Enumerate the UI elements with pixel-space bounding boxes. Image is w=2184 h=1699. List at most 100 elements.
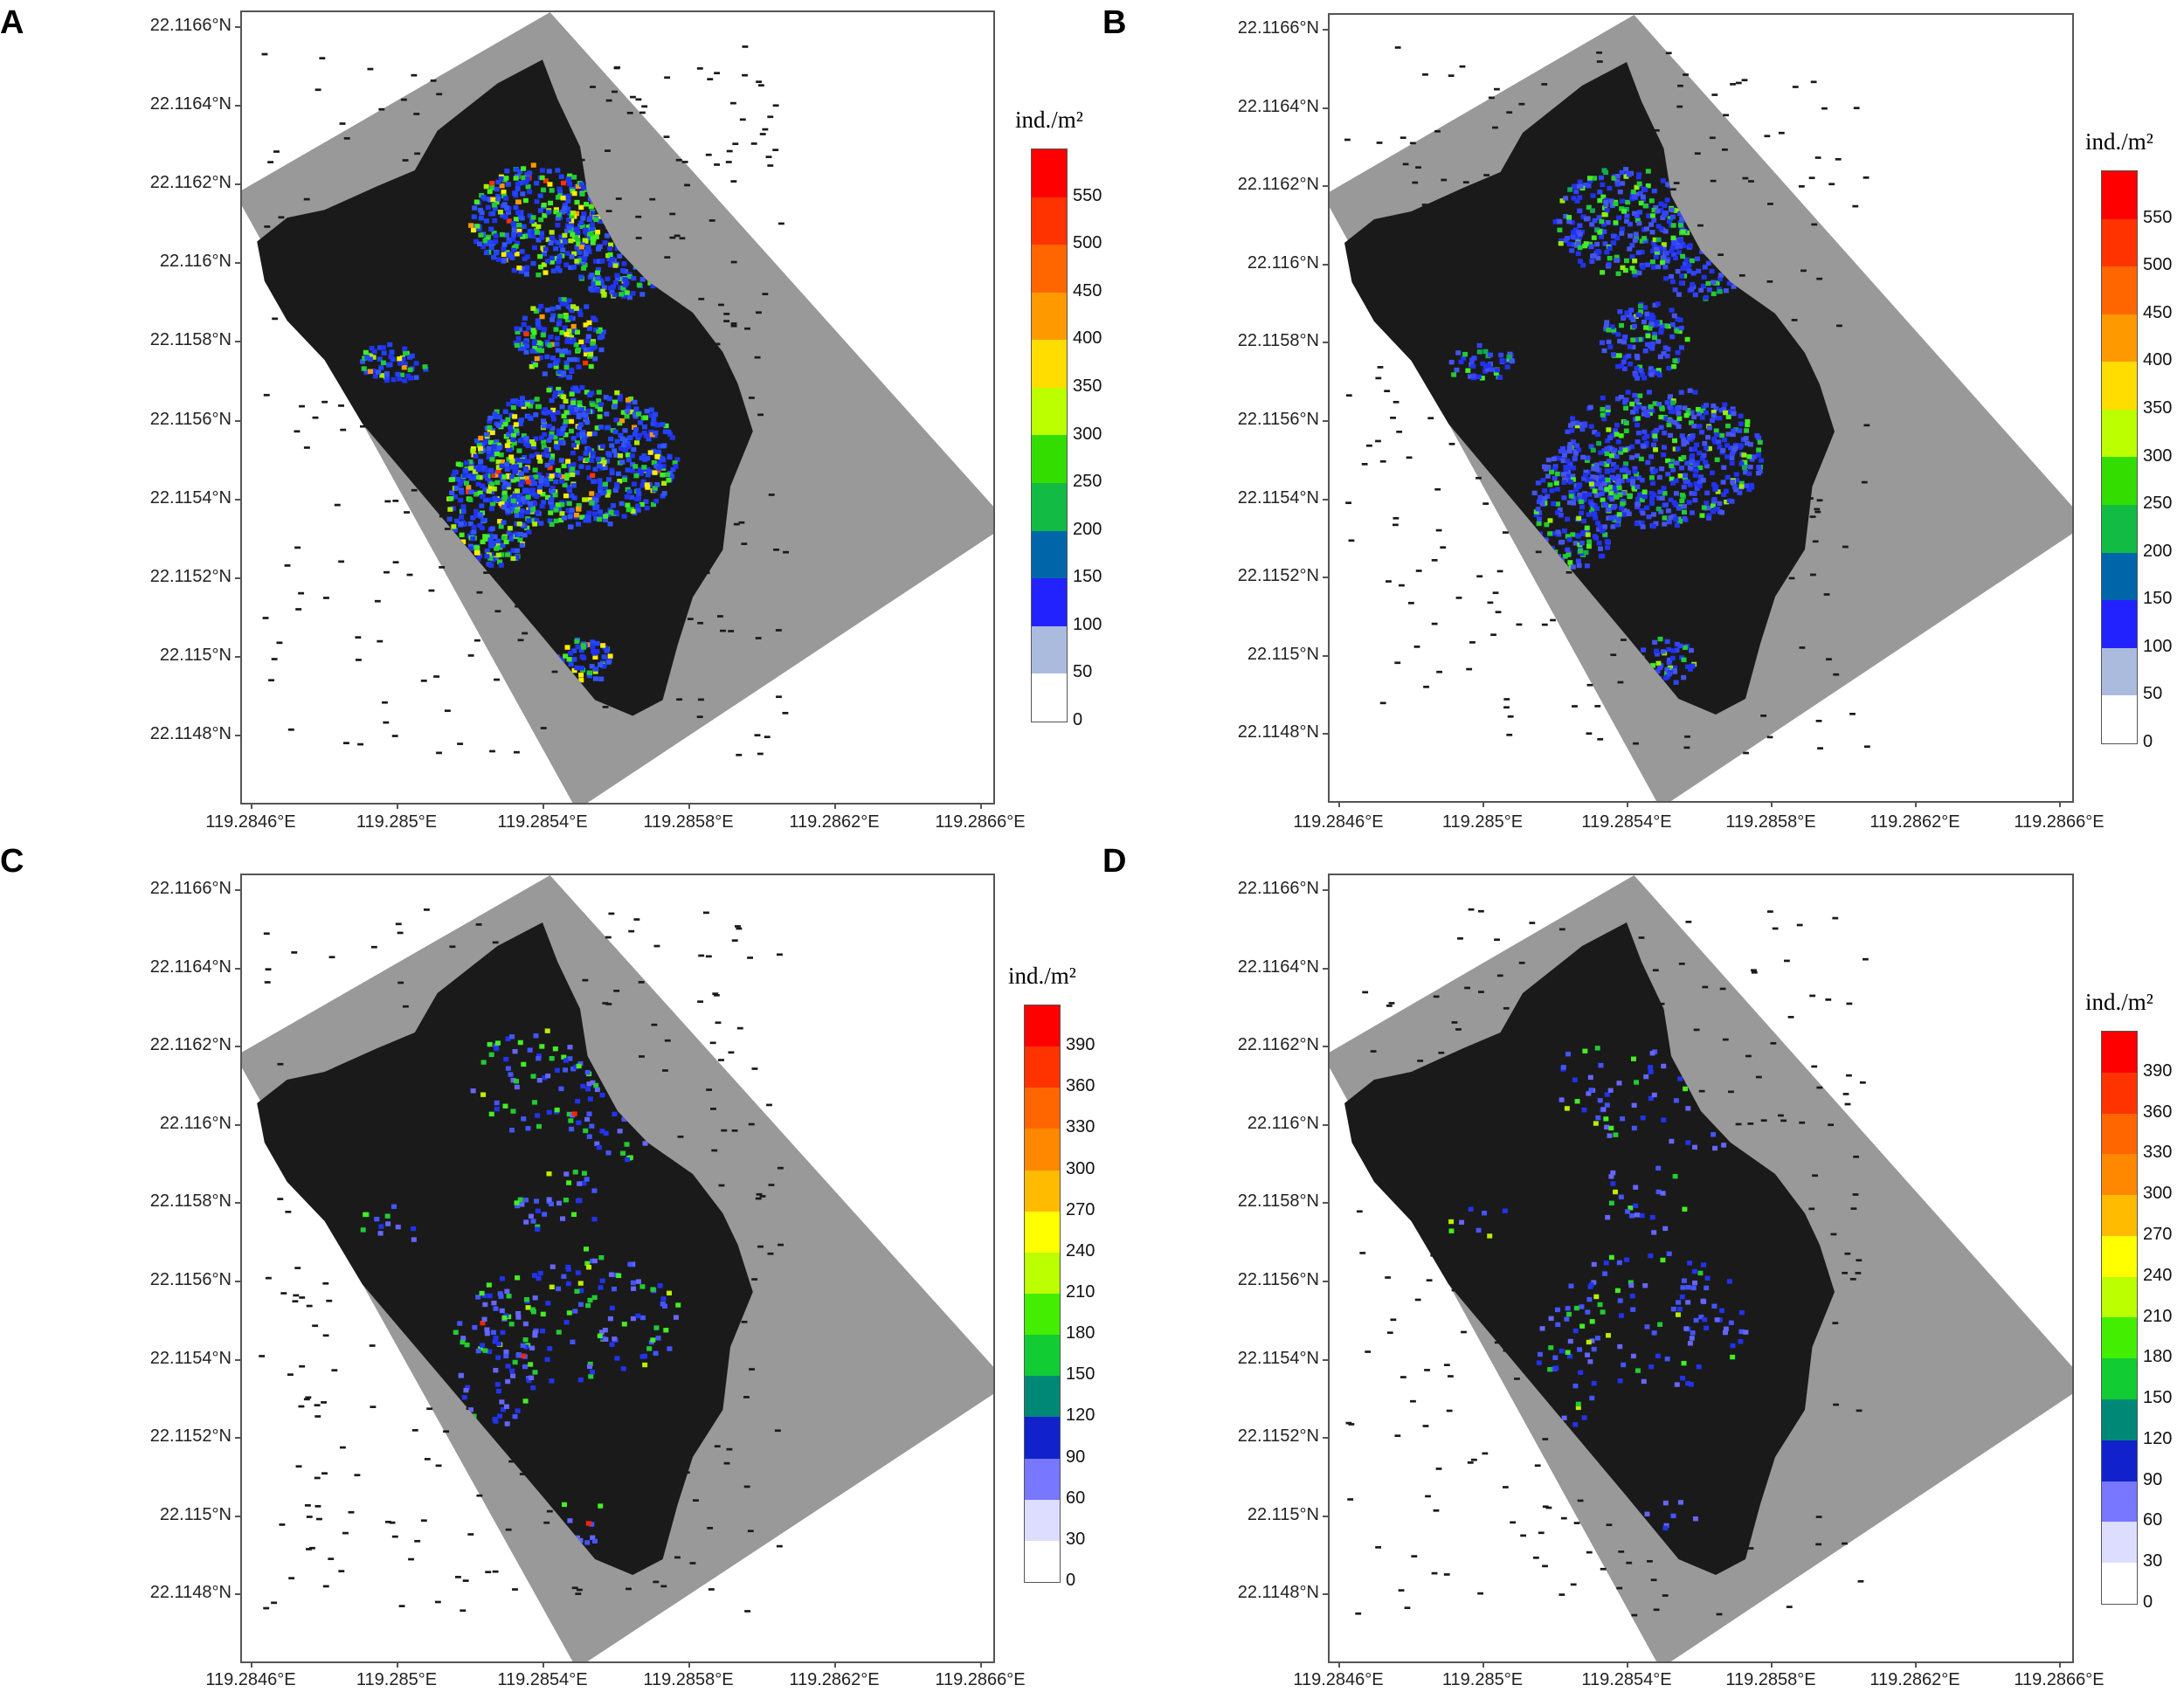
y-axis-label: 22.1148°N: [1237, 722, 1319, 742]
legend-tick-label: 200: [1073, 519, 1102, 539]
x-axis-label: 119.285°E: [356, 1670, 438, 1689]
x-axis-label: 119.285°E: [356, 812, 438, 832]
x-tick: [1771, 1661, 1773, 1668]
legend-tick-label: 100: [1073, 614, 1102, 634]
legend-swatch: [1025, 1129, 1060, 1171]
x-tick: [1482, 1661, 1484, 1668]
y-axis-label: 22.1166°N: [1237, 879, 1319, 898]
legend-tick-label: 250: [2143, 494, 2173, 514]
legend-swatch: [2102, 1113, 2137, 1155]
legend-tick-label: 390: [2143, 1060, 2173, 1081]
legend-swatch: [2102, 1195, 2137, 1236]
x-axis-label: 119.2846°E: [1293, 812, 1384, 832]
panel-letter: D: [1102, 843, 1127, 880]
legend-tick-label: 390: [1066, 1035, 1095, 1055]
y-axis-label: 22.1152°N: [149, 1426, 232, 1447]
y-tick: [235, 498, 240, 501]
x-tick: [980, 803, 982, 809]
density-map: [1328, 13, 2074, 803]
seabed-edge-marks: [1344, 46, 1870, 755]
y-axis-label: 22.1156°N: [1237, 409, 1319, 429]
legend-swatch: [1025, 1293, 1060, 1336]
panel-letter: B: [1102, 4, 1127, 41]
x-tick: [1915, 801, 1917, 807]
legend-tick-label: 240: [1066, 1240, 1095, 1260]
x-tick: [1482, 801, 1484, 807]
y-tick: [235, 1202, 240, 1205]
legend-title: ind./m²: [1015, 107, 1083, 133]
x-axis-label: 119.2854°E: [1581, 1670, 1672, 1689]
y-axis-label: 22.115°N: [159, 1504, 232, 1524]
x-axis-label: 119.2854°E: [497, 1670, 588, 1689]
map-canvas: [242, 12, 993, 803]
legend-swatch: [2102, 1399, 2137, 1440]
legend-swatch: [1032, 435, 1067, 484]
y-tick: [1323, 1593, 1328, 1596]
y-axis-label: 22.115°N: [159, 645, 232, 665]
y-tick: [235, 1123, 240, 1126]
y-tick: [235, 1437, 240, 1440]
legend-tick-label: 60: [2143, 1510, 2163, 1530]
seabed-edge-marks: [1345, 908, 1869, 1617]
legend-swatch: [1032, 483, 1067, 531]
legend-tick-label: 90: [1066, 1447, 1086, 1467]
y-tick: [235, 105, 240, 107]
legend-swatch: [1025, 1005, 1060, 1047]
legend-tick-label: 50: [2143, 684, 2163, 704]
y-axis-label: 22.1154°N: [1237, 1348, 1319, 1368]
legend-tick-label: 360: [2143, 1102, 2173, 1122]
y-axis-label: 22.1154°N: [149, 487, 232, 508]
legend-color-bar: [2101, 170, 2138, 744]
legend-tick-label: 0: [2143, 732, 2153, 751]
legend-swatch: [2102, 1235, 2137, 1277]
y-tick: [1323, 342, 1328, 344]
y-tick: [1323, 263, 1328, 266]
legend-tick-label: 150: [1073, 567, 1102, 587]
legend-tick-label: 30: [1066, 1529, 1086, 1549]
y-axis-label: 22.1148°N: [1237, 1583, 1319, 1603]
legend-tick-label: 300: [1073, 424, 1102, 444]
legend-tick-label: 150: [1066, 1364, 1095, 1385]
legend-tick-label: 300: [2143, 445, 2173, 466]
legend-swatch: [2102, 314, 2137, 363]
y-axis-label: 22.1148°N: [149, 1583, 232, 1603]
legend-tick-label: 270: [1066, 1199, 1095, 1219]
y-tick: [1323, 1437, 1328, 1440]
legend-tick-label: 100: [2143, 636, 2173, 656]
x-axis-label: 119.2862°E: [1870, 812, 1960, 832]
legend-tick-label: 120: [2143, 1428, 2173, 1448]
x-tick: [1338, 801, 1340, 807]
legend-color-bar: [1024, 1005, 1061, 1583]
legend-tick-label: 50: [1073, 662, 1093, 682]
y-tick: [235, 967, 240, 970]
y-axis-label: 22.1158°N: [149, 1191, 232, 1212]
y-tick: [235, 341, 240, 343]
legend-swatch: [1025, 1088, 1060, 1129]
legend-swatch: [2102, 1358, 2137, 1400]
legend-color-bar: [1031, 148, 1068, 722]
legend-swatch: [2102, 266, 2137, 314]
y-axis-label: 22.1164°N: [1237, 96, 1319, 116]
legend-tick-label: 180: [2143, 1347, 2173, 1367]
legend-swatch: [2102, 1481, 2137, 1523]
legend-swatch: [1025, 1376, 1060, 1418]
y-tick: [1323, 185, 1328, 188]
y-axis-label: 22.1152°N: [149, 566, 232, 586]
legend-swatch: [2102, 409, 2137, 458]
legend-tick-label: 500: [1073, 233, 1102, 253]
x-axis-label: 119.2854°E: [497, 812, 588, 832]
y-tick: [235, 183, 240, 186]
x-tick: [2059, 1661, 2061, 1668]
x-tick: [980, 1661, 982, 1668]
legend-tick-label: 120: [1066, 1405, 1095, 1426]
y-axis-label: 22.1166°N: [149, 16, 232, 35]
y-axis-label: 22.1162°N: [1237, 1035, 1319, 1055]
x-tick: [688, 803, 690, 809]
legend-tick-label: 0: [1073, 710, 1083, 729]
legend-tick-label: 180: [1066, 1323, 1095, 1343]
legend-swatch: [2102, 647, 2137, 696]
x-axis-label: 119.2846°E: [205, 1670, 296, 1689]
x-tick: [834, 1661, 836, 1668]
legend-tick-label: 150: [2143, 589, 2173, 609]
legend-swatch: [2102, 600, 2137, 648]
